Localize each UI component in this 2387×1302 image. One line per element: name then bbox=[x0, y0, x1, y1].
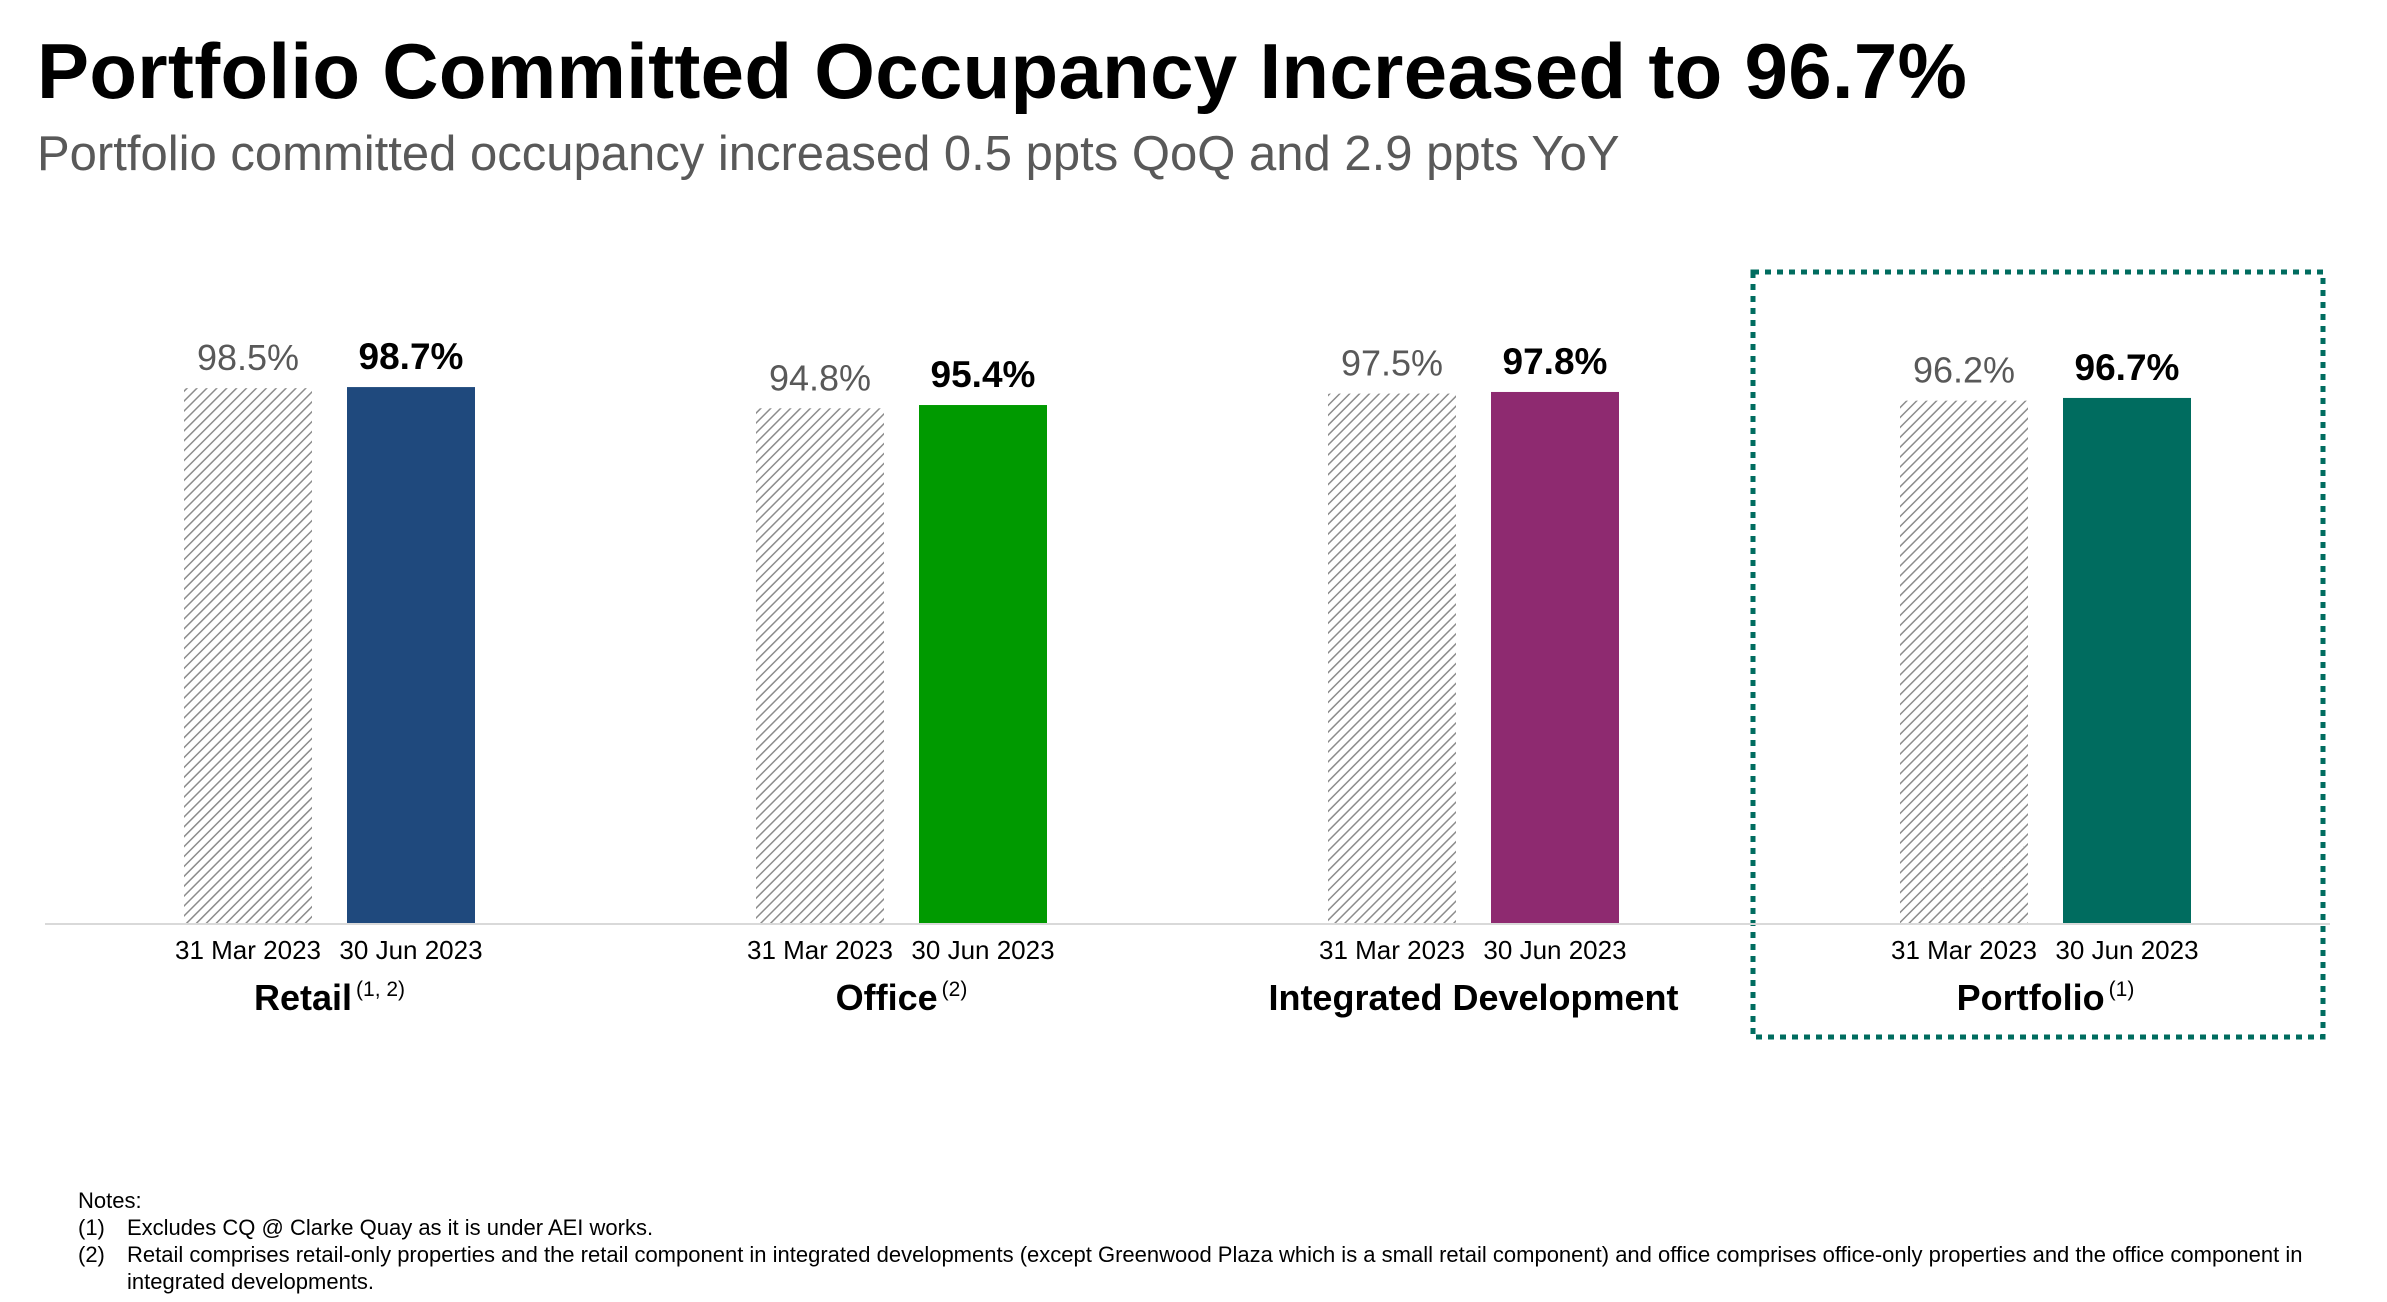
integrated-development-bar-mar-2023 bbox=[1328, 393, 1456, 925]
office-period-label-jun-2023: 30 Jun 2023 bbox=[911, 935, 1054, 965]
retail-period-label-mar-2023: 31 Mar 2023 bbox=[175, 935, 321, 965]
notes-heading: Notes: bbox=[78, 1188, 142, 1213]
office-footnote-marker: (2) bbox=[942, 978, 968, 1001]
office-value-label-jun-2023: 95.4% bbox=[931, 354, 1036, 395]
page-subtitle: Portfolio committed occupancy increased … bbox=[37, 127, 1620, 181]
integrated-development-value-label-mar-2023: 97.5% bbox=[1341, 343, 1443, 384]
portfolio-highlight-box bbox=[1750, 269, 2326, 1040]
integrated-development-bar-jun-2023 bbox=[1491, 391, 1619, 924]
note-2-number: (2) bbox=[78, 1242, 105, 1267]
office-period-label-mar-2023: 31 Mar 2023 bbox=[747, 935, 893, 965]
office-bar-mar-2023 bbox=[756, 408, 884, 925]
portfolio-period-label-mar-2023: 31 Mar 2023 bbox=[1891, 935, 2037, 965]
office-category-label: Office (2) bbox=[836, 977, 968, 1018]
office-value-label-mar-2023: 94.8% bbox=[769, 357, 871, 398]
retail-bar-jun-2023 bbox=[347, 387, 475, 924]
retail-value-label-jun-2023: 98.7% bbox=[359, 336, 464, 377]
portfolio-category-label: Portfolio (1) bbox=[1957, 977, 2135, 1018]
integrated-development-period-label-jun-2023: 30 Jun 2023 bbox=[1483, 935, 1626, 965]
occupancy-chart: 98.5% 31 Mar 2023 98.7% 30 Jun 2023 Retail (1… bbox=[45, 269, 2330, 1040]
retail-period-label-jun-2023: 30 Jun 2023 bbox=[339, 935, 482, 965]
portfolio-value-label-jun-2023: 96.7% bbox=[2075, 347, 2180, 388]
portfolio-bar-mar-2023 bbox=[1900, 400, 2028, 924]
note-1-number: (1) bbox=[78, 1215, 105, 1240]
integrated-development-period-label-mar-2023: 31 Mar 2023 bbox=[1319, 935, 1465, 965]
note-1: (1) Excludes CQ @ Clarke Quay as it is u… bbox=[78, 1214, 2368, 1241]
retail-bar-mar-2023 bbox=[184, 388, 312, 924]
note-2-text: Retail comprises retail-only properties … bbox=[127, 1242, 2303, 1294]
integrated-development-category-label: Integrated Development bbox=[1268, 977, 1678, 1018]
integrated-development-value-label-jun-2023: 97.8% bbox=[1503, 341, 1608, 382]
portfolio-value-label-mar-2023: 96.2% bbox=[1913, 350, 2015, 391]
portfolio-bar-jun-2023 bbox=[2063, 397, 2191, 924]
portfolio-footnote-marker: (1) bbox=[2109, 978, 2135, 1001]
note-2: (2) Retail comprises retail-only propert… bbox=[78, 1241, 2368, 1295]
retail-footnote-marker: (1, 2) bbox=[356, 978, 405, 1001]
page-title: Portfolio Committed Occupancy Increased … bbox=[37, 27, 1968, 115]
note-1-text: Excludes CQ @ Clarke Quay as it is under… bbox=[127, 1215, 654, 1240]
notes-section: Notes: (1) Excludes CQ @ Clarke Quay as … bbox=[78, 1187, 2368, 1295]
portfolio-period-label-jun-2023: 30 Jun 2023 bbox=[2055, 935, 2198, 965]
office-bar-jun-2023 bbox=[919, 405, 1047, 924]
retail-value-label-mar-2023: 98.5% bbox=[197, 337, 299, 378]
retail-category-label: Retail (1, 2) bbox=[254, 977, 405, 1018]
